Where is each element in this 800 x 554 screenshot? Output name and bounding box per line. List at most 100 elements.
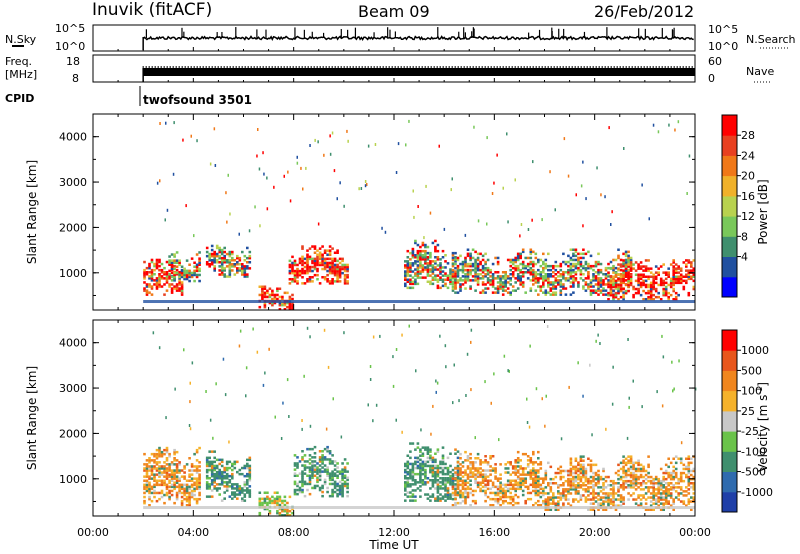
- echo-cell: [215, 472, 219, 476]
- echo-cell: [562, 469, 565, 473]
- echo-cell: [436, 468, 440, 472]
- echo-cell: [409, 278, 412, 281]
- echo-cell: [404, 284, 407, 288]
- echo-cell: [243, 474, 247, 478]
- echo-cell: [316, 269, 319, 273]
- echo-cell: [451, 282, 455, 286]
- echo-cell: [654, 488, 658, 491]
- echo-cell: [303, 464, 307, 467]
- echo-cell: [594, 264, 598, 268]
- echo-cell: [313, 445, 317, 449]
- echo-cell: [521, 250, 525, 254]
- echo-cell: [501, 275, 505, 278]
- echo-cell: [241, 487, 244, 490]
- echo-cell: [557, 467, 560, 471]
- echo-cell: [474, 275, 477, 278]
- echo-cell: [619, 475, 623, 479]
- echo-cell: [293, 263, 297, 267]
- echo-cell: [225, 489, 229, 492]
- echo-cell: [228, 263, 232, 266]
- echo-cell: [451, 258, 455, 262]
- echo-cell: [421, 454, 425, 457]
- echo-cell: [669, 475, 673, 479]
- echo-cell: [148, 467, 151, 470]
- echo-cell: [190, 489, 194, 493]
- echo-cell: [622, 496, 625, 499]
- echo-cell: [434, 472, 437, 476]
- echo-cell: [228, 275, 232, 278]
- echo-cell: [649, 293, 653, 297]
- echo-cell: [629, 258, 633, 262]
- echo-cell: [557, 490, 560, 493]
- echo-cell: [577, 463, 580, 467]
- echo-cell: [624, 271, 628, 274]
- echo-cell: [604, 479, 608, 483]
- echo-cell: [649, 281, 653, 285]
- echo-cell: [441, 487, 445, 490]
- echo-cell: [677, 486, 680, 489]
- echo-cell: [409, 477, 412, 480]
- echo-cell: [679, 477, 683, 481]
- echo-cell: [311, 456, 314, 459]
- echo-cell: [449, 268, 452, 271]
- echo-cell: [454, 260, 457, 263]
- echo-cell: [592, 273, 595, 276]
- echo-cell: [542, 501, 545, 505]
- echo-cell: [459, 469, 462, 472]
- echo-cell: [451, 280, 455, 283]
- echo-cell: [572, 279, 575, 282]
- echo-cell: [582, 459, 585, 462]
- echo-cell: [205, 474, 209, 478]
- echo-cell: [210, 489, 214, 492]
- echo-cell: [306, 269, 309, 273]
- echo-cell: [534, 461, 538, 464]
- echo-cell: [607, 275, 610, 278]
- echo-cell: [185, 485, 189, 489]
- echo-cell: [496, 262, 500, 266]
- echo-cell: [456, 464, 460, 468]
- echo-cell: [559, 291, 563, 294]
- echo-cell: [414, 254, 417, 257]
- echo-cell: [532, 273, 535, 276]
- echo-cell: [190, 463, 194, 466]
- echo-cell: [627, 473, 630, 477]
- echo-cell: [258, 501, 262, 505]
- echo-cell: [589, 465, 593, 469]
- echo-cell: [458, 399, 460, 403]
- echo-cell: [521, 264, 525, 268]
- echo-cell: [619, 281, 623, 285]
- echo-cell: [195, 477, 199, 480]
- echo-cell: [178, 461, 181, 464]
- echo-cell: [642, 265, 645, 268]
- echo-cell: [429, 499, 432, 502]
- echo-cell: [569, 273, 573, 276]
- echo-cell: [542, 493, 545, 497]
- echo-cell: [143, 268, 146, 272]
- echo-cell: [406, 470, 410, 474]
- echo-cell: [313, 273, 317, 277]
- echo-cell: [662, 279, 665, 283]
- echo-cell: [632, 473, 635, 477]
- echo-cell: [617, 477, 620, 481]
- echo-cell: [308, 255, 312, 259]
- echo-cell: [456, 264, 460, 268]
- echo-cell: [160, 483, 164, 487]
- echo-cell: [301, 488, 304, 492]
- echo-cell: [592, 471, 595, 475]
- echo-cell: [409, 264, 412, 267]
- echo-cell: [609, 277, 613, 280]
- x-tick-label: 00:00: [77, 526, 109, 539]
- echo-cell: [514, 493, 517, 497]
- echo-cell: [532, 452, 535, 456]
- echo-cell: [569, 473, 573, 477]
- echo-cell: [170, 479, 174, 482]
- echo-cell: [416, 446, 420, 449]
- echo-cell: [160, 452, 164, 456]
- echo-cell: [484, 483, 487, 487]
- echo-cell: [426, 450, 430, 453]
- echo-cell: [521, 483, 525, 487]
- echo-cell: [569, 459, 573, 462]
- echo-cell: [474, 260, 477, 264]
- echo-cell: [504, 471, 507, 474]
